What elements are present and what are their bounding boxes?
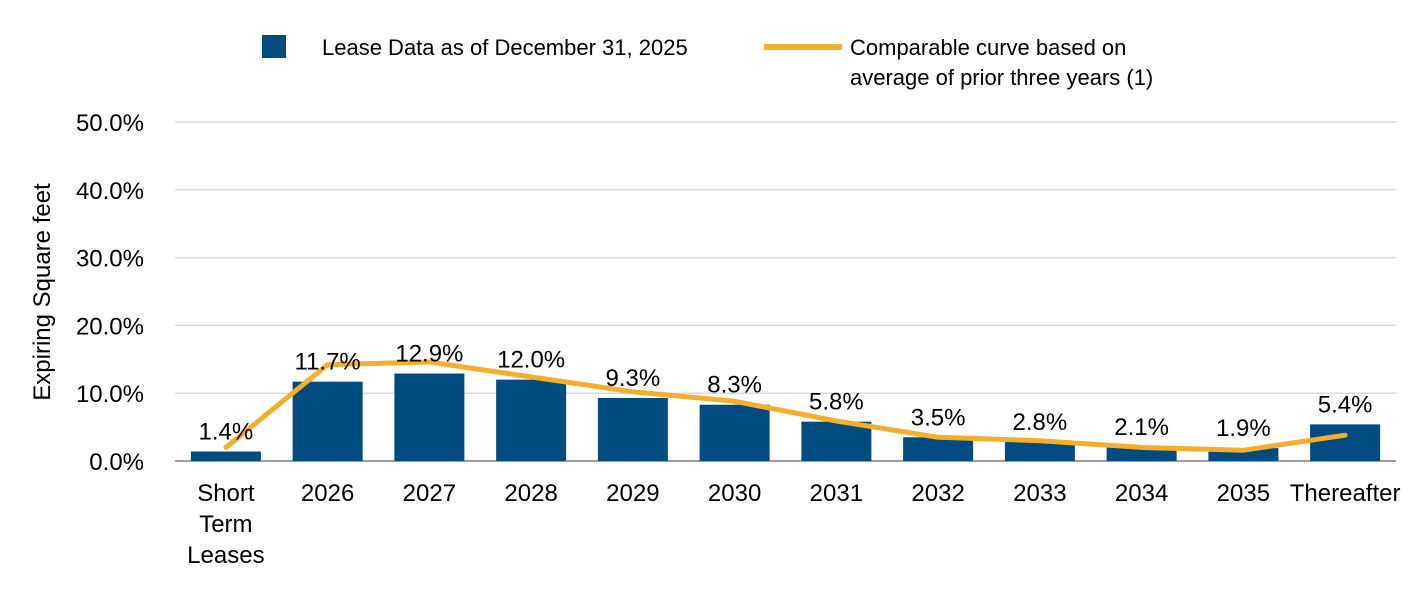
y-tick-label: 10.0% [76, 381, 144, 408]
bar-value-label: 8.3% [707, 372, 762, 399]
x-category-label: 2027 [403, 480, 456, 507]
y-tick-label: 30.0% [76, 246, 144, 273]
y-tick-labels: 0.0% 10.0% 20.0% 30.0% 40.0% 50.0% [76, 110, 144, 476]
y-axis-title: Expiring Square feet [29, 183, 56, 401]
comparable-curve-line [223, 359, 1348, 453]
bar-value-label: 2.8% [1013, 409, 1068, 436]
bar [1004, 442, 1075, 461]
y-tick-label: 20.0% [76, 313, 144, 340]
x-category-label: 2033 [1013, 480, 1066, 507]
bar-value-label: 1.9% [1216, 415, 1271, 442]
bar [699, 404, 770, 461]
bar [394, 373, 465, 461]
x-category-label: 2031 [810, 480, 863, 507]
x-category-label: 2034 [1115, 480, 1168, 507]
x-category-label: Thereafter [1290, 480, 1401, 507]
bar-value-label: 1.4% [199, 419, 254, 446]
x-category-label: 2028 [504, 480, 557, 507]
bar [801, 421, 872, 461]
y-tick-label: 40.0% [76, 178, 144, 205]
x-category-labels: Short Term Leases 2026 2027 2028 2029 2030 2031 2… [187, 480, 1400, 569]
bar-series [190, 373, 1381, 461]
bar-value-label: 12.9% [395, 341, 463, 368]
data-labels: 1.4% 11.7% 12.9% 12.0% 9.3% 8.3% 5.8% 3.5% 2.8% 2… [199, 341, 1373, 446]
bar-value-label: 5.8% [809, 389, 864, 416]
bar-value-label: 12.0% [497, 347, 565, 374]
x-category-label: 2026 [301, 480, 354, 507]
y-tick-label: 50.0% [76, 110, 144, 137]
gridlines [175, 121, 1396, 462]
bar [292, 381, 363, 461]
bar [1310, 424, 1381, 461]
bar-value-label: 2.1% [1114, 414, 1169, 441]
legend-swatch-bars [262, 35, 286, 58]
x-category-label: 2029 [606, 480, 659, 507]
legend: Lease Data as of December 31, 2025 Compar… [262, 35, 1153, 90]
bar [496, 379, 567, 461]
legend-label-bars: Lease Data as of December 31, 2025 [322, 35, 688, 60]
x-category-label: 2030 [708, 480, 761, 507]
bar-value-label: 11.7% [294, 349, 360, 376]
bar-value-label: 3.5% [911, 404, 966, 431]
bar-value-label: 5.4% [1318, 391, 1373, 418]
line-series [223, 359, 1348, 453]
bar [190, 451, 261, 461]
x-category-label: 2032 [911, 480, 964, 507]
legend-label-line: Comparable curve based on average of prio… [850, 35, 1153, 90]
x-category-label: 2035 [1217, 480, 1270, 507]
x-category-label: Short Term Leases [187, 480, 264, 569]
bar [903, 437, 974, 461]
y-tick-label: 0.0% [89, 449, 144, 476]
bar-value-label: 9.3% [606, 365, 661, 392]
bar [597, 397, 668, 461]
